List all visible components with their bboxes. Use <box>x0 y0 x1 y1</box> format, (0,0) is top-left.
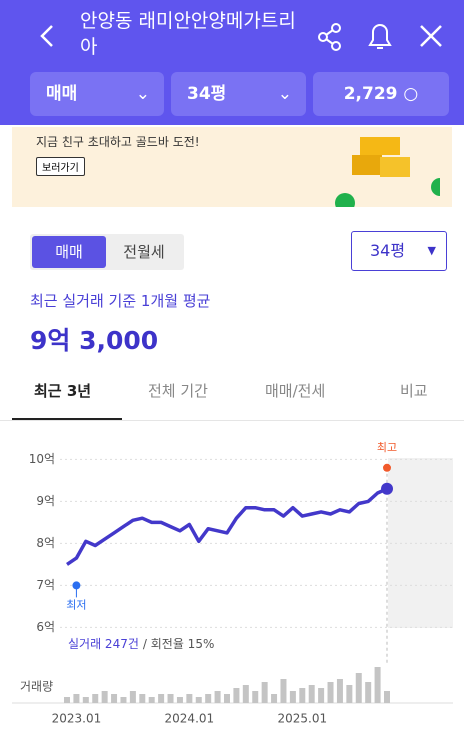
annotation-point <box>383 463 391 472</box>
volume-bar <box>346 685 353 703</box>
header-icons <box>40 23 442 51</box>
gold-icon <box>335 137 440 207</box>
summary-label: 최근 실거래 기준 1개월 평균 <box>30 292 211 310</box>
volume-bar <box>186 694 193 703</box>
y-tick-label: 7억 <box>36 578 55 592</box>
banner[interactable]: 지금 친구 초대하고 골드바 도전! 보러가기 <box>12 127 452 207</box>
volume-bar <box>365 682 372 703</box>
close-icon[interactable] <box>420 25 442 47</box>
volume-bar <box>214 691 221 703</box>
banner-button[interactable]: 보러가기 <box>36 157 85 176</box>
divider <box>0 420 464 421</box>
bell-icon[interactable] <box>368 24 392 49</box>
price-line <box>66 487 388 566</box>
volume-bar <box>374 667 381 703</box>
filter[interactable]: 34평 ⌄ <box>171 72 306 116</box>
volume-bar <box>271 694 278 703</box>
y-tick-label: 10억 <box>29 452 55 466</box>
filter[interactable]: 매매 ⌄ <box>30 72 164 116</box>
volume-bar <box>289 691 296 703</box>
trade-stats: 실거래 247건 / 회전율 15% <box>68 637 214 651</box>
x-tick-label: 2024.01 <box>165 712 215 726</box>
tab-indicator <box>12 418 122 421</box>
volume-bar <box>242 685 249 703</box>
share-icon[interactable] <box>318 23 341 51</box>
toggle-option[interactable]: 매매 <box>32 236 106 268</box>
y-tick-label: 8억 <box>36 536 55 550</box>
volume-bar <box>92 694 99 703</box>
tab[interactable]: 전체 기간 <box>148 382 208 400</box>
volume-bar <box>176 697 183 703</box>
volume-bar <box>355 673 362 703</box>
volume-bar <box>252 691 259 703</box>
latest-point <box>381 482 393 495</box>
volume-bar <box>139 694 146 703</box>
tab[interactable]: 매매/전세 <box>265 382 326 400</box>
volume-bar <box>111 694 118 703</box>
filter-text: 34평 <box>187 84 227 104</box>
x-tick-label: 2023.01 <box>52 712 102 726</box>
summary-price: 9억 3,000 <box>30 326 159 355</box>
volume-bar <box>308 685 315 703</box>
filter[interactable]: 2,729 ○ <box>313 72 449 116</box>
volume-bar <box>233 688 240 703</box>
annotation-point <box>72 581 81 590</box>
annotation-label: 최고 <box>377 441 397 454</box>
stat: 실거래 247건 <box>68 637 139 651</box>
title: 안양동 래미안안양메가트리아 <box>80 10 296 58</box>
volume-bar <box>280 679 287 703</box>
volume-bar <box>158 694 165 703</box>
volume-bar <box>384 691 390 703</box>
volume-bar <box>224 694 230 703</box>
volume-bar <box>82 697 89 703</box>
y-tick-label: 6억 <box>36 620 55 634</box>
volume-bar <box>261 682 268 703</box>
toggle-option[interactable]: 전월세 <box>123 243 165 261</box>
volume-bar <box>327 682 334 703</box>
filter-text: 2,729 <box>343 84 398 104</box>
volume-bar <box>129 691 136 703</box>
volume-bar <box>205 694 212 703</box>
filter-text: 매매 <box>46 84 78 104</box>
back-icon[interactable] <box>40 25 53 47</box>
annotation-label: 최저 <box>66 598 86 611</box>
volume-bar <box>167 694 174 703</box>
volume-bar <box>101 691 108 703</box>
banner-text: 지금 친구 초대하고 골드바 도전! <box>36 135 200 149</box>
volume-bar <box>195 697 202 703</box>
volume-bar <box>299 688 306 703</box>
chart: 6억 7억 8억 9억 10억 2023.01 2024.01 2025.01 거래량 실거래 2… <box>12 441 453 726</box>
size-text: 34평 <box>370 241 406 260</box>
volume-bar <box>120 697 127 703</box>
tab[interactable]: 비교 <box>400 382 428 400</box>
volume-bar <box>318 688 325 703</box>
tab[interactable]: 최근 3년 <box>34 382 92 400</box>
volume-bar <box>73 694 80 703</box>
volume-bar <box>64 697 70 703</box>
y-tick-label: 9억 <box>36 494 55 508</box>
size-select[interactable]: 34평 ▼ <box>351 231 447 271</box>
volume-bar <box>336 679 343 703</box>
volume-label: 거래량 <box>20 680 53 694</box>
x-tick-label: 2025.01 <box>277 712 327 726</box>
stat: / 회전율 15% <box>143 637 214 651</box>
volume-bar <box>148 697 155 703</box>
